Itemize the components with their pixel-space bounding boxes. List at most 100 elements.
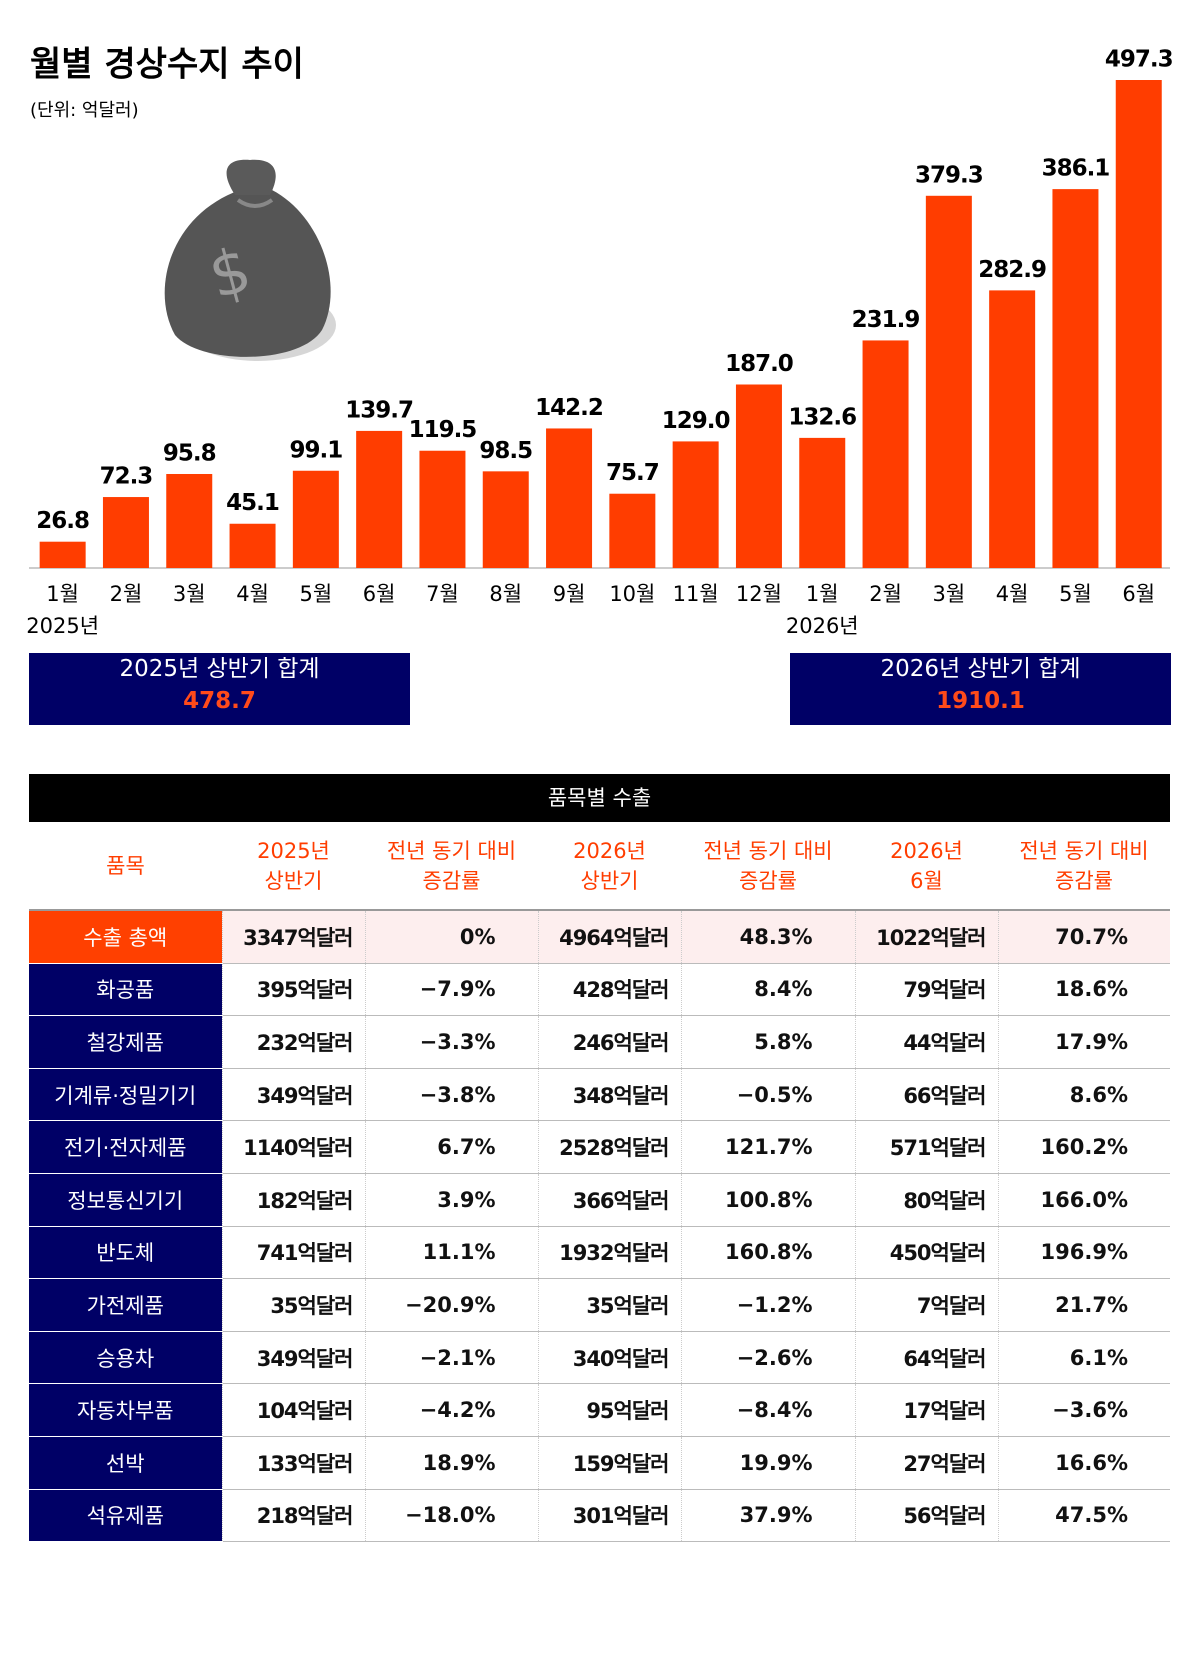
x-tick-label: 4월 [996,582,1029,606]
value-label: 98.5 [479,438,532,464]
bar [482,471,529,568]
cell: 121.7% [680,1120,855,1174]
x-tick-label: 7월 [426,582,459,606]
value-label: 379.3 [915,162,983,188]
money-bag-icon: $ [164,159,336,361]
x-tick-label: 4월 [236,582,269,606]
cell: 450억달러 [854,1226,998,1280]
table-row: 가전제품 35억달러 −20.9% 35억달러 −1.2% 7억달러 21.7% [29,1278,1170,1332]
header-cell: 2026년 상반기 [538,822,681,911]
table-row: 선박 133억달러 18.9% 159억달러 19.9% 27억달러 16.6% [29,1436,1170,1490]
cell: −7.9% [364,963,538,1017]
value-label: 119.5 [409,417,477,443]
cell: 8.4% [680,963,855,1017]
cell: 1140억달러 [221,1120,365,1174]
x-tick-label: 12월 [736,582,782,606]
chart-subtitle: (단위: 억달러) [30,100,139,121]
value-label: 95.8 [163,440,216,466]
x-tick-label: 5월 [1059,582,1092,606]
x-tick-label: 1월 [806,582,839,606]
table-row: 자동차부품 104억달러 −4.2% 95억달러 −8.4% 17억달러 −3.6% [29,1383,1170,1437]
cell: 17억달러 [854,1383,998,1437]
cell: 16.6% [997,1436,1170,1490]
table-row: 화공품 395억달러 −7.9% 428억달러 8.4% 79억달러 18.6% [29,963,1170,1017]
cell: 166.0% [997,1173,1170,1227]
bar [166,473,213,568]
row-label: 선박 [29,1436,222,1490]
table-row: 전기·전자제품 1140억달러 6.7% 2528억달러 121.7% 571억달러 160… [29,1120,1170,1174]
row-label: 승용차 [29,1331,222,1385]
bar [546,428,593,568]
header-cell: 전년 동기 대비 증감률 [365,822,538,911]
table: 품목 2025년 상반기 전년 동기 대비 증감률 2026년 상반기 전년 동기 대비… [29,822,1170,1543]
cell: −2.6% [680,1331,855,1385]
value-label: 45.1 [226,490,279,516]
row-label: 전기·전자제품 [29,1120,222,1174]
row-label: 석유제품 [29,1489,222,1543]
cell: 301억달러 [537,1489,681,1543]
cell: 48.3% [680,910,855,964]
cell: −18.0% [364,1489,538,1543]
table-row: 승용차 349억달러 −2.1% 340억달러 −2.6% 64억달러 6.1% [29,1331,1170,1385]
table-row: 철강제품 232억달러 −3.3% 246억달러 5.8% 44억달러 17.9% [29,1015,1170,1069]
value-label: 386.1 [1042,156,1110,182]
bar [799,437,846,568]
cell: 17.9% [997,1015,1170,1069]
cell: 160.8% [680,1226,855,1280]
cell: 19.9% [680,1436,855,1490]
cell: 741억달러 [221,1226,365,1280]
cell: 232억달러 [221,1015,365,1069]
summary-value: 478.7 [183,688,256,714]
cell: 5.8% [680,1015,855,1069]
cell: 1022억달러 [854,910,998,964]
x-tick-label: 3월 [933,582,966,606]
cell: 35억달러 [221,1278,365,1332]
cell: 18.9% [364,1436,538,1490]
cell: 571억달러 [854,1120,998,1174]
value-label: 129.0 [662,408,730,434]
value-label: 139.7 [345,397,413,423]
summary-value: 1910.1 [936,688,1025,714]
cell: 7억달러 [854,1278,998,1332]
header-cell: 2026년 6월 [855,822,998,911]
x-tick-label: 8월 [489,582,522,606]
x-tick-label: 6월 [363,582,396,606]
x-tick-label: 6월 [1122,582,1155,606]
header-cell: 전년 동기 대비 증감률 [998,822,1170,911]
cell: 80억달러 [854,1173,998,1227]
bar [102,497,149,568]
cell: −3.8% [364,1068,538,1122]
row-label: 기계류·정밀기기 [29,1068,222,1122]
cell: −0.5% [680,1068,855,1122]
table-title: 품목별 수출 [29,774,1170,822]
cell: −20.9% [364,1278,538,1332]
cell: 349억달러 [221,1331,365,1385]
row-label: 수출 총액 [29,910,222,964]
bar [1115,80,1162,568]
bar [735,384,782,568]
cell: 21.7% [997,1278,1170,1332]
table-row: 석유제품 218억달러 −18.0% 301억달러 37.9% 56억달러 47.5% [29,1489,1170,1543]
table-row: 정보통신기기 182억달러 3.9% 366억달러 100.8% 80억달러 166.0% [29,1173,1170,1227]
x-tick-label: 2월 [869,582,902,606]
cell: 159억달러 [537,1436,681,1490]
cell: −4.2% [364,1383,538,1437]
cell: 11.1% [364,1226,538,1280]
table-row: 수출 총액 3347억달러 0% 4964억달러 48.3% 1022억달러 70.7% [29,910,1170,964]
cell: 196.9% [997,1226,1170,1280]
row-label: 자동차부품 [29,1383,222,1437]
cell: 37.9% [680,1489,855,1543]
cell: 3347억달러 [221,910,365,964]
cell: 218억달러 [221,1489,365,1543]
cell: 246억달러 [537,1015,681,1069]
year-label: 2025년 [26,614,99,638]
cell: 79억달러 [854,963,998,1017]
summary-box: 2026년 상반기 합계 1910.1 [790,653,1171,725]
bar [609,493,656,568]
value-label: 75.7 [606,460,659,486]
x-tick-label: 5월 [300,582,333,606]
bar [862,340,909,568]
cell: −2.1% [364,1331,538,1385]
row-label: 화공품 [29,963,222,1017]
